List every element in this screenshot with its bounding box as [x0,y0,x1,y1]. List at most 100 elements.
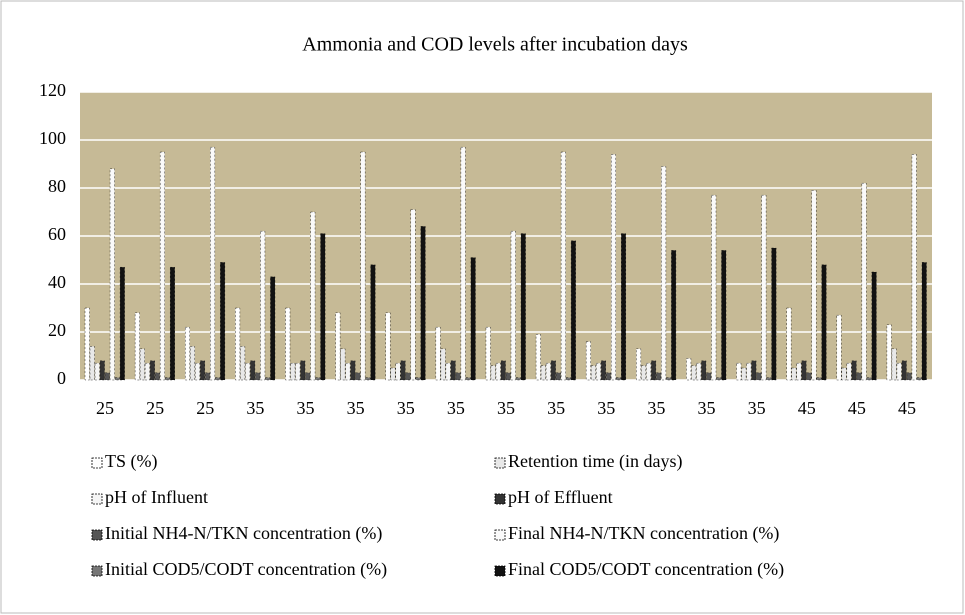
bar [405,372,411,381]
bar [144,363,150,381]
x-tick-label: 45 [898,398,916,418]
bar [601,360,606,381]
bar [671,250,677,381]
bar [114,377,120,381]
legend-swatch [494,529,506,541]
bar [510,230,516,381]
bar [149,360,155,381]
x-tick-label: 45 [848,398,866,418]
bar [756,372,762,381]
bar [591,365,596,381]
legend-label: pH of Influent [105,487,208,507]
bar [616,377,621,381]
bar [94,363,100,381]
chart-title: Ammonia and COD levels after incubation … [302,34,688,56]
bar [771,247,777,381]
legend-label: Retention time (in days) [508,451,682,472]
bar [666,377,672,381]
bar [345,363,351,381]
bar [796,363,802,381]
bar [866,377,872,381]
bar [265,377,271,381]
legend-label: Final COD5/CODT concentration (%) [508,559,784,580]
bar [84,307,90,381]
bar [485,327,491,381]
bar [390,367,396,381]
bar [185,327,190,381]
bar [305,372,311,381]
bar [691,365,697,381]
bar [220,262,226,381]
bar [816,377,822,381]
bar [520,233,526,381]
bar [200,360,205,381]
y-tick-label: 0 [57,368,66,388]
bar [916,377,922,381]
bar [170,267,175,381]
legend-swatch [91,529,103,541]
x-tick-label: 35 [547,398,565,418]
bar [255,372,261,381]
bar [245,363,251,381]
bar [555,372,561,381]
bar [310,211,316,381]
x-tick-label: 35 [748,398,766,418]
bar [400,360,406,381]
bar [636,348,642,381]
x-tick-label: 25 [196,398,214,418]
legend-label: TS (%) [105,451,158,472]
bar [260,230,266,381]
bar [465,377,471,381]
bar [190,346,195,381]
bar [445,363,451,381]
legend-label: Initial NH4-N/TKN concentration (%) [105,523,382,544]
y-tick-label: 100 [39,128,66,148]
bar [385,312,391,381]
bar [621,233,626,381]
bar [99,360,105,381]
y-tick-label: 20 [48,320,66,340]
bar [661,166,667,381]
bar [455,372,461,381]
bar [560,151,566,381]
bar [886,324,892,381]
bar [320,233,326,381]
bar [701,360,707,381]
bar [270,276,276,381]
bar [154,372,160,381]
bar [395,363,401,381]
bar [215,377,221,381]
bar [646,363,652,381]
x-tick-label: 35 [597,398,615,418]
legend-swatch [494,457,506,469]
bar [164,377,170,381]
legend-swatch [494,493,506,505]
bar [841,367,847,381]
bar [606,372,611,381]
bar [355,372,361,381]
bar [350,360,356,381]
bar [921,262,927,381]
bar [500,360,506,381]
bar [656,372,662,381]
bar [696,363,702,381]
bar [540,365,546,381]
bar [711,194,717,381]
x-tick-label: 35 [246,398,264,418]
bar [721,250,727,381]
bar [836,315,842,381]
bar [335,312,341,381]
x-tick-label: 35 [647,398,665,418]
bar [786,307,792,381]
bar [791,367,797,381]
bar [505,372,511,381]
bar [440,348,446,381]
bar [195,363,200,381]
legend-swatch [91,565,103,577]
bar [290,363,296,381]
bar [716,377,722,381]
bar [410,209,416,381]
x-tick-label: 35 [497,398,515,418]
legend-swatch [494,565,506,577]
bar [565,377,571,381]
